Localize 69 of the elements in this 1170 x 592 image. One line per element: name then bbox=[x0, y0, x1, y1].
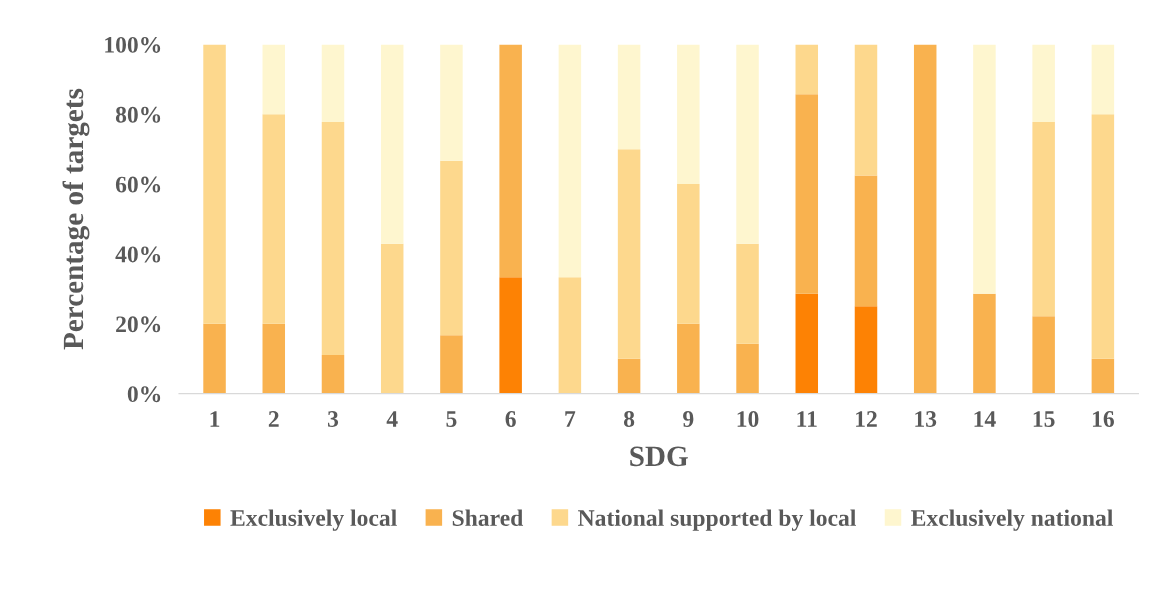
legend-label: Exclusively national bbox=[911, 509, 1113, 531]
bar bbox=[973, 44, 996, 294]
bar bbox=[380, 243, 404, 394]
bar bbox=[262, 114, 286, 324]
bar bbox=[795, 94, 819, 294]
y-tick-label: 20% bbox=[116, 316, 161, 333]
x-axis-title: SDG bbox=[630, 446, 688, 467]
bar bbox=[262, 44, 286, 115]
y-axis-title: Percentage of targets bbox=[62, 88, 90, 350]
bar bbox=[262, 323, 286, 394]
bar bbox=[1032, 316, 1055, 394]
x-tick-label: 8 bbox=[623, 411, 635, 427]
x-tick-label: 16 bbox=[1092, 411, 1114, 427]
x-tick-label: 1 bbox=[210, 411, 220, 427]
bar bbox=[617, 44, 641, 150]
bar bbox=[1032, 44, 1055, 122]
bar bbox=[617, 149, 641, 359]
y-tick-label: 40% bbox=[115, 246, 161, 263]
x-tick-label: 3 bbox=[327, 411, 339, 427]
bar bbox=[795, 44, 819, 95]
bar bbox=[440, 335, 463, 394]
bar bbox=[321, 354, 345, 394]
bar bbox=[321, 121, 345, 355]
bar bbox=[499, 44, 522, 278]
bar bbox=[558, 277, 582, 394]
bar bbox=[913, 44, 937, 394]
x-tick-label: 11 bbox=[797, 411, 817, 427]
bar bbox=[677, 44, 700, 185]
bar bbox=[321, 44, 345, 122]
y-tick-label: 80% bbox=[115, 106, 161, 123]
x-tick-label: 9 bbox=[683, 411, 694, 427]
bar bbox=[854, 175, 878, 307]
y-tick-label: 0% bbox=[127, 386, 161, 403]
x-tick-label: 14 bbox=[974, 411, 996, 427]
legend-label: Shared bbox=[452, 509, 524, 526]
bar bbox=[736, 44, 759, 244]
bar bbox=[1091, 358, 1115, 394]
x-tick-label: 7 bbox=[565, 411, 576, 427]
bar bbox=[380, 44, 404, 244]
bar bbox=[736, 243, 759, 344]
x-tick-label: 12 bbox=[856, 411, 877, 427]
legend-label: National supported by local bbox=[578, 509, 856, 531]
bar bbox=[1091, 44, 1115, 115]
bar bbox=[854, 306, 878, 394]
bar bbox=[1091, 114, 1115, 359]
bar bbox=[677, 323, 700, 394]
y-tick-label: 60% bbox=[115, 176, 161, 193]
bar bbox=[203, 323, 226, 394]
legend-label: Exclusively local bbox=[230, 509, 397, 531]
bar bbox=[440, 44, 463, 161]
x-tick-label: 5 bbox=[446, 411, 457, 427]
bar bbox=[736, 343, 759, 394]
x-tick-label: 6 bbox=[505, 411, 516, 427]
x-tick-label: 10 bbox=[737, 411, 759, 427]
bar bbox=[203, 44, 226, 324]
x-tick-label: 15 bbox=[1033, 411, 1055, 427]
bar bbox=[854, 44, 878, 176]
bar bbox=[795, 293, 819, 394]
bar bbox=[499, 277, 522, 394]
y-tick-label: 100% bbox=[105, 36, 161, 53]
bar bbox=[440, 160, 463, 336]
x-tick-label: 4 bbox=[386, 411, 398, 427]
x-tick-label: 2 bbox=[268, 411, 279, 427]
bar bbox=[617, 358, 641, 394]
bar bbox=[558, 44, 582, 278]
bar bbox=[973, 293, 996, 394]
bar bbox=[1032, 121, 1055, 317]
x-tick-label: 13 bbox=[915, 411, 937, 427]
bar bbox=[677, 184, 700, 324]
